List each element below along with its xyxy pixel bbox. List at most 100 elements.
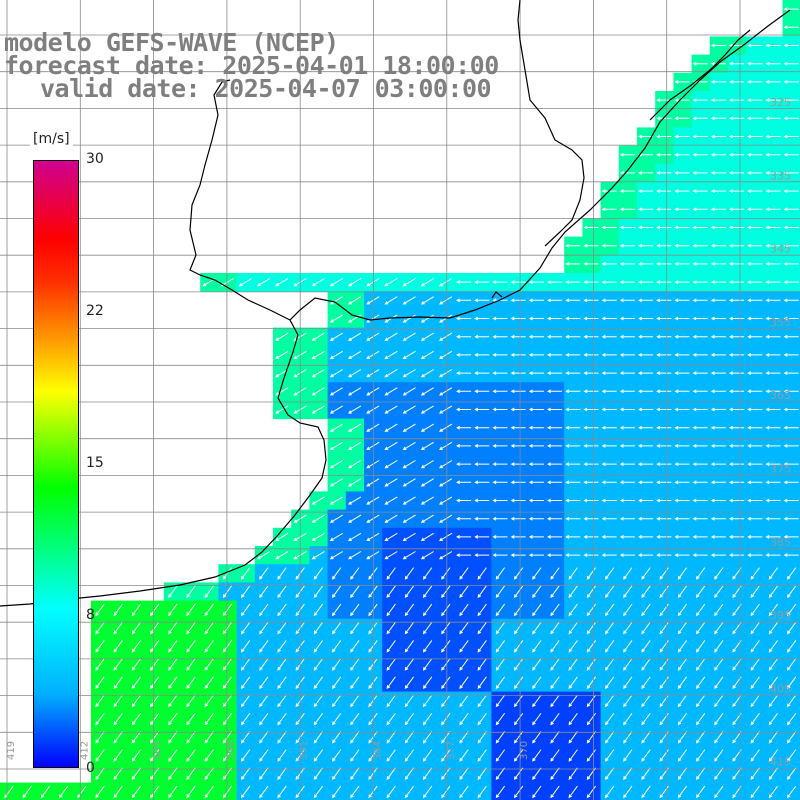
wind-arrow (783, 207, 799, 212)
wind-arrow (765, 298, 781, 303)
wind-arrow (441, 712, 451, 726)
wind-arrow (656, 116, 672, 121)
wind-arrow (656, 280, 672, 284)
wind-arrow (456, 407, 472, 412)
wind-arrow (565, 407, 581, 412)
wind-arrow (765, 316, 781, 321)
wind-arrow (510, 407, 526, 412)
wind-arrow (329, 551, 343, 560)
wind-arrow (729, 371, 745, 375)
wind-arrow (348, 332, 362, 341)
wind-arrow (586, 676, 597, 690)
wind-arrow (550, 749, 560, 762)
wind-arrow (420, 551, 434, 560)
wind-arrow (750, 640, 760, 653)
wind-arrow (638, 207, 654, 212)
wind-arrow (568, 603, 578, 617)
wind-arrow (604, 676, 615, 690)
wind-arrow (583, 262, 599, 266)
wind-arrow (422, 676, 433, 690)
wind-arrow (765, 480, 781, 485)
wind-arrow (456, 462, 472, 466)
wind-arrow (565, 280, 581, 284)
wind-arrow (656, 152, 672, 157)
wind-arrow (601, 480, 617, 485)
wind-arrow (601, 407, 617, 412)
wind-arrow (583, 480, 599, 485)
wind-arrow (168, 731, 178, 744)
wind-arrow (565, 498, 581, 503)
wind-arrow (765, 225, 781, 230)
wind-arrow (259, 640, 269, 653)
wind-arrow (656, 516, 672, 521)
wind-arrow (783, 225, 799, 230)
wind-arrow (459, 658, 469, 671)
wind-arrow (638, 553, 654, 557)
wind-arrow (583, 316, 599, 321)
wind-arrow (783, 298, 799, 303)
wind-arrow (747, 171, 763, 175)
wind-arrow (402, 278, 416, 287)
wind-arrow (656, 98, 672, 102)
wind-arrow (95, 640, 105, 653)
wind-arrow (695, 712, 706, 726)
wind-arrow (714, 585, 724, 599)
wind-arrow (692, 207, 708, 212)
wind-arrow (350, 567, 360, 580)
wind-arrow (623, 785, 633, 799)
wind-arrows (4, 7, 799, 799)
wind-arrow (384, 350, 398, 360)
wind-arrow (783, 371, 799, 375)
wind-arrow (513, 603, 524, 617)
wind-arrow (768, 676, 779, 690)
wind-arrow (638, 171, 654, 175)
wind-arrow (420, 423, 434, 432)
wind-arrow (729, 535, 745, 539)
wind-arrow (619, 243, 635, 248)
wind-arrow (22, 785, 32, 799)
wind-arrow (641, 567, 651, 580)
wind-arrow (95, 603, 105, 617)
wind-arrow (638, 334, 654, 339)
wind-arrow (601, 389, 617, 394)
wind-arrow (456, 516, 472, 521)
wind-arrow (692, 480, 708, 485)
wind-arrow (783, 134, 799, 139)
wind-arrow (313, 785, 324, 799)
wind-arrow (783, 389, 799, 394)
wind-arrow (277, 640, 287, 653)
bottom-grid-label: 377 (446, 741, 457, 760)
wind-arrow (386, 621, 396, 635)
wind-arrow (404, 640, 415, 653)
wind-arrow (311, 514, 325, 523)
wind-arrow (402, 350, 416, 360)
wind-arrow (331, 658, 342, 671)
wind-arrow (510, 316, 526, 321)
wind-arrow (586, 567, 597, 580)
wind-arrow (783, 535, 799, 539)
wind-arrow (765, 353, 781, 357)
wind-arrow (674, 407, 690, 412)
wind-arrow (257, 278, 271, 287)
wind-arrow (277, 621, 287, 635)
wind-arrow (477, 767, 487, 781)
wind-arrow (674, 371, 690, 375)
wind-arrow (765, 171, 781, 175)
wind-arrow (459, 785, 469, 799)
wind-arrow (513, 785, 524, 799)
wind-arrow (329, 496, 343, 505)
wind-arrow (783, 425, 799, 430)
wind-arrow (510, 535, 526, 539)
wind-arrow (583, 462, 599, 466)
wind-arrow (601, 444, 617, 448)
wind-arrow (259, 658, 269, 671)
wind-arrow (765, 134, 781, 139)
wind-arrow (623, 585, 633, 599)
wind-arrow (386, 585, 396, 599)
wind-arrow (641, 621, 651, 635)
wind-arrow (656, 334, 672, 339)
wind-arrow (547, 535, 563, 539)
wind-arrow (186, 785, 196, 799)
wind-arrow (329, 350, 343, 360)
wind-arrow (474, 353, 490, 357)
